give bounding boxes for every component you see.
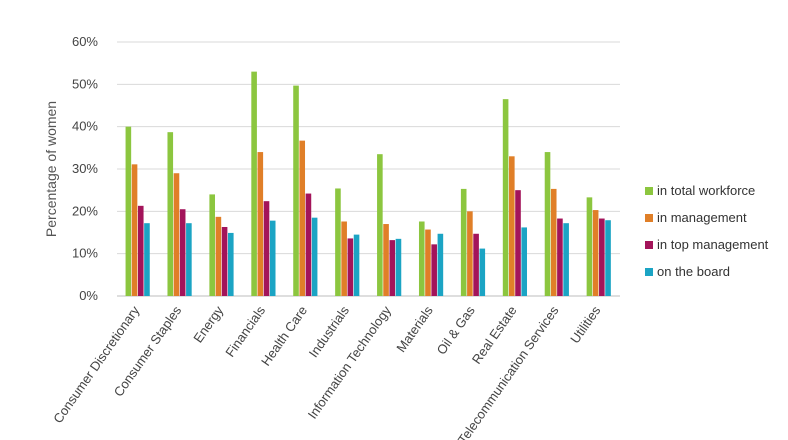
bar (257, 152, 264, 296)
bars (125, 71, 611, 297)
bar (144, 223, 150, 296)
y-tick-label: 60% (72, 34, 98, 49)
bar (377, 154, 383, 296)
y-tick-label: 50% (72, 76, 98, 91)
y-tick-label: 0% (79, 288, 98, 303)
bar (550, 188, 557, 296)
bar (251, 71, 257, 296)
legend-label: on the board (657, 264, 730, 279)
bar (353, 234, 360, 296)
bar (173, 173, 180, 296)
bar (167, 132, 174, 296)
y-tick-label: 10% (72, 246, 98, 261)
y-tick-label: 30% (72, 161, 98, 176)
bar (521, 227, 528, 296)
bar (263, 201, 270, 296)
bar (221, 226, 228, 296)
bar (335, 188, 341, 296)
bar (125, 126, 132, 297)
legend: in total workforce in management in top ma… (645, 183, 769, 279)
y-tick-label: 40% (72, 119, 98, 134)
x-category-label: Information Technology (305, 303, 395, 422)
bar (186, 223, 192, 296)
x-category-label: Utilities (567, 303, 604, 346)
bar (305, 193, 312, 296)
bar (137, 205, 144, 296)
bar (437, 233, 444, 296)
bar (179, 209, 186, 296)
x-category-label: Energy (190, 303, 226, 346)
bar (293, 85, 299, 296)
y-axis-ticks: 0% 10% 20% 30% 40% 50% 60% (72, 34, 98, 303)
bar (557, 218, 563, 296)
y-axis-label: Percentage of women (43, 101, 59, 237)
bar (425, 229, 431, 296)
bar (311, 217, 318, 296)
bar (383, 224, 389, 296)
bar (563, 223, 569, 296)
bar (418, 221, 425, 296)
bar (586, 197, 593, 296)
legend-swatch (645, 268, 653, 276)
bar (227, 232, 234, 296)
legend-label: in total workforce (657, 183, 755, 198)
legend-swatch (645, 187, 653, 195)
legend-label: in top management (657, 237, 769, 252)
x-category-label: Industrials (306, 303, 353, 361)
legend-swatch (645, 214, 653, 222)
bar (509, 156, 515, 296)
bar (431, 244, 437, 296)
bar (341, 221, 347, 296)
bar (215, 216, 222, 296)
x-category-label: Materials (393, 303, 436, 355)
bar (473, 233, 479, 296)
x-category-label: Oil & Gas (434, 303, 478, 358)
bar (347, 238, 354, 296)
bar (395, 238, 402, 296)
bar (389, 240, 396, 296)
bar (544, 152, 551, 296)
bar (515, 190, 521, 296)
bar (592, 210, 599, 296)
bar (299, 140, 306, 296)
gridlines (117, 41, 620, 297)
y-tick-label: 20% (72, 203, 98, 218)
bar (599, 218, 605, 296)
bar (502, 99, 509, 297)
bar (467, 211, 473, 296)
legend-label: in management (657, 210, 747, 225)
bar (460, 188, 467, 296)
bar (605, 220, 611, 296)
x-category-label: Financials (222, 303, 268, 360)
bar (209, 194, 215, 296)
bar (131, 164, 138, 296)
bar (269, 220, 276, 296)
bar (479, 248, 486, 296)
legend-swatch (645, 241, 653, 249)
